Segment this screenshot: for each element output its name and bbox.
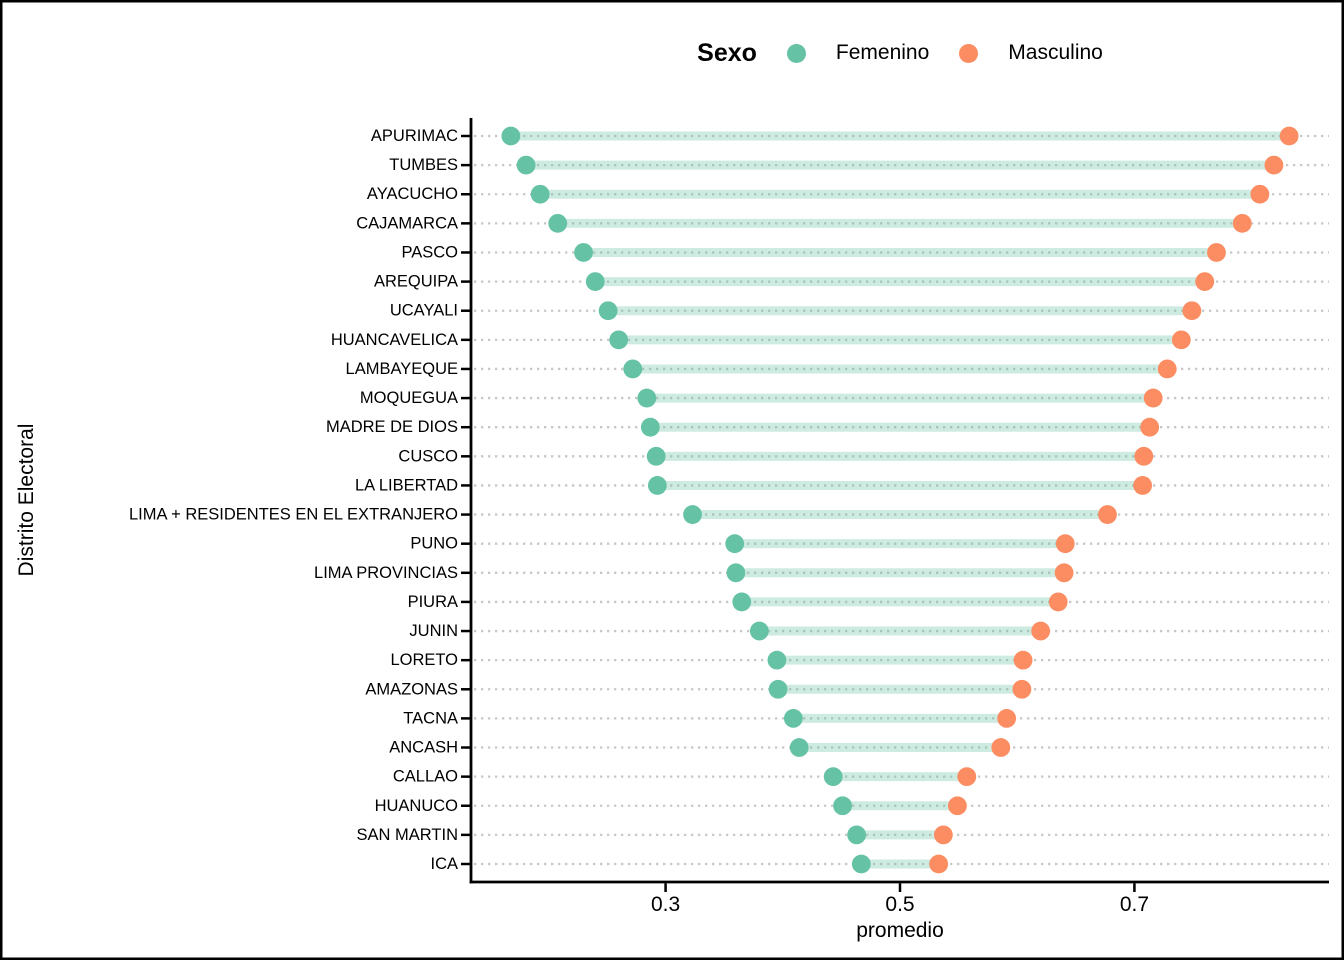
femenino-legend-dot-icon [786, 43, 806, 63]
dot-femenino [640, 417, 660, 437]
dot-masculino [1134, 446, 1154, 466]
category-label: SAN MARTIN [357, 826, 458, 844]
category-label: LA LIBERTAD [355, 476, 458, 494]
dot-masculino [1098, 505, 1117, 524]
dot-masculino [1055, 534, 1075, 554]
dot-masculino [933, 825, 953, 845]
dot-femenino [637, 388, 657, 408]
category-label: MADRE DE DIOS [326, 418, 458, 436]
dot-femenino [609, 330, 629, 350]
dot-femenino [789, 738, 809, 757]
dot-masculino [1195, 272, 1215, 291]
dot-femenino [749, 621, 769, 641]
dot-femenino [623, 359, 643, 379]
category-label: AMAZONAS [365, 680, 458, 698]
category-label: LIMA PROVINCIAS [314, 564, 458, 582]
legend: Sexo Femenino Masculino [471, 33, 1329, 73]
category-label: APURIMAC [371, 127, 458, 145]
dot-femenino [725, 534, 745, 554]
dot-masculino [1012, 679, 1032, 699]
category-label: TACNA [403, 709, 458, 727]
category-label: ICA [430, 855, 458, 873]
category-label: LAMBAYEQUE [346, 360, 458, 378]
dot-femenino [598, 301, 618, 321]
dot-masculino [1207, 243, 1226, 262]
category-label: AREQUIPA [374, 273, 458, 291]
dot-masculino [1133, 476, 1153, 495]
category-label: ANCASH [389, 739, 458, 757]
legend-title: Sexo [697, 38, 757, 67]
category-label: AYACUCHO [367, 185, 458, 203]
category-label: CAJAMARCA [356, 214, 458, 232]
dot-masculino [1048, 592, 1068, 612]
dot-masculino [948, 796, 967, 816]
category-label: LIMA + RESIDENTES EN EL EXTRANJERO [129, 506, 458, 524]
dot-masculino [1182, 301, 1202, 321]
dot-masculino [1140, 417, 1160, 437]
x-tick-label: 0.7 [1120, 893, 1149, 916]
category-label: TUMBES [389, 156, 458, 174]
category-label: PIURA [408, 593, 458, 611]
dot-masculino [1054, 563, 1074, 583]
dot-femenino [647, 476, 667, 495]
dot-masculino [991, 738, 1011, 757]
category-label: CALLAO [393, 768, 458, 786]
x-tick-label: 0.5 [885, 893, 914, 916]
legend-label-masculino: Masculino [1008, 41, 1103, 64]
category-label: HUANCAVELICA [331, 331, 458, 349]
dot-femenino [823, 767, 843, 787]
category-label: PUNO [410, 535, 458, 553]
x-axis-title: promedio [856, 919, 944, 942]
legend-label-femenino: Femenino [835, 41, 930, 64]
dot-masculino [1264, 155, 1284, 175]
dot-masculino [1232, 213, 1252, 233]
dot-masculino [1013, 650, 1033, 670]
dot-femenino [768, 679, 788, 699]
masculino-legend-dot-icon [959, 43, 979, 63]
dot-masculino [1143, 388, 1163, 408]
dot-femenino [732, 592, 752, 612]
dot-masculino [997, 709, 1017, 728]
dot-masculino [1157, 359, 1177, 379]
dot-masculino [1171, 330, 1191, 350]
category-label: CUSCO [398, 447, 458, 465]
category-label: LORETO [390, 651, 458, 669]
x-tick-label: 0.3 [651, 893, 680, 916]
dot-femenino [726, 563, 746, 583]
dot-masculino [1250, 184, 1270, 204]
category-label: PASCO [401, 243, 458, 261]
dot-femenino [516, 155, 536, 175]
dot-femenino [783, 709, 803, 728]
dot-femenino [767, 650, 787, 670]
dot-femenino [530, 184, 550, 204]
dot-femenino [646, 446, 666, 466]
dot-masculino [1031, 621, 1051, 641]
dot-masculino [957, 767, 977, 787]
dot-femenino [501, 126, 521, 146]
dot-femenino [833, 796, 852, 816]
dot-femenino [847, 825, 867, 845]
dot-femenino [574, 243, 593, 262]
category-label: HUANUCO [375, 797, 459, 815]
dot-masculino [1279, 126, 1299, 146]
dot-femenino [548, 213, 568, 233]
dot-masculino [929, 854, 949, 874]
y-axis-title: Distrito Electoral [15, 423, 38, 577]
category-label: UCAYALI [390, 302, 458, 320]
dot-femenino [683, 505, 702, 524]
category-label: MOQUEGUA [360, 389, 458, 407]
dot-femenino [851, 854, 871, 874]
dot-femenino [585, 272, 605, 291]
category-label: JUNIN [409, 622, 458, 640]
